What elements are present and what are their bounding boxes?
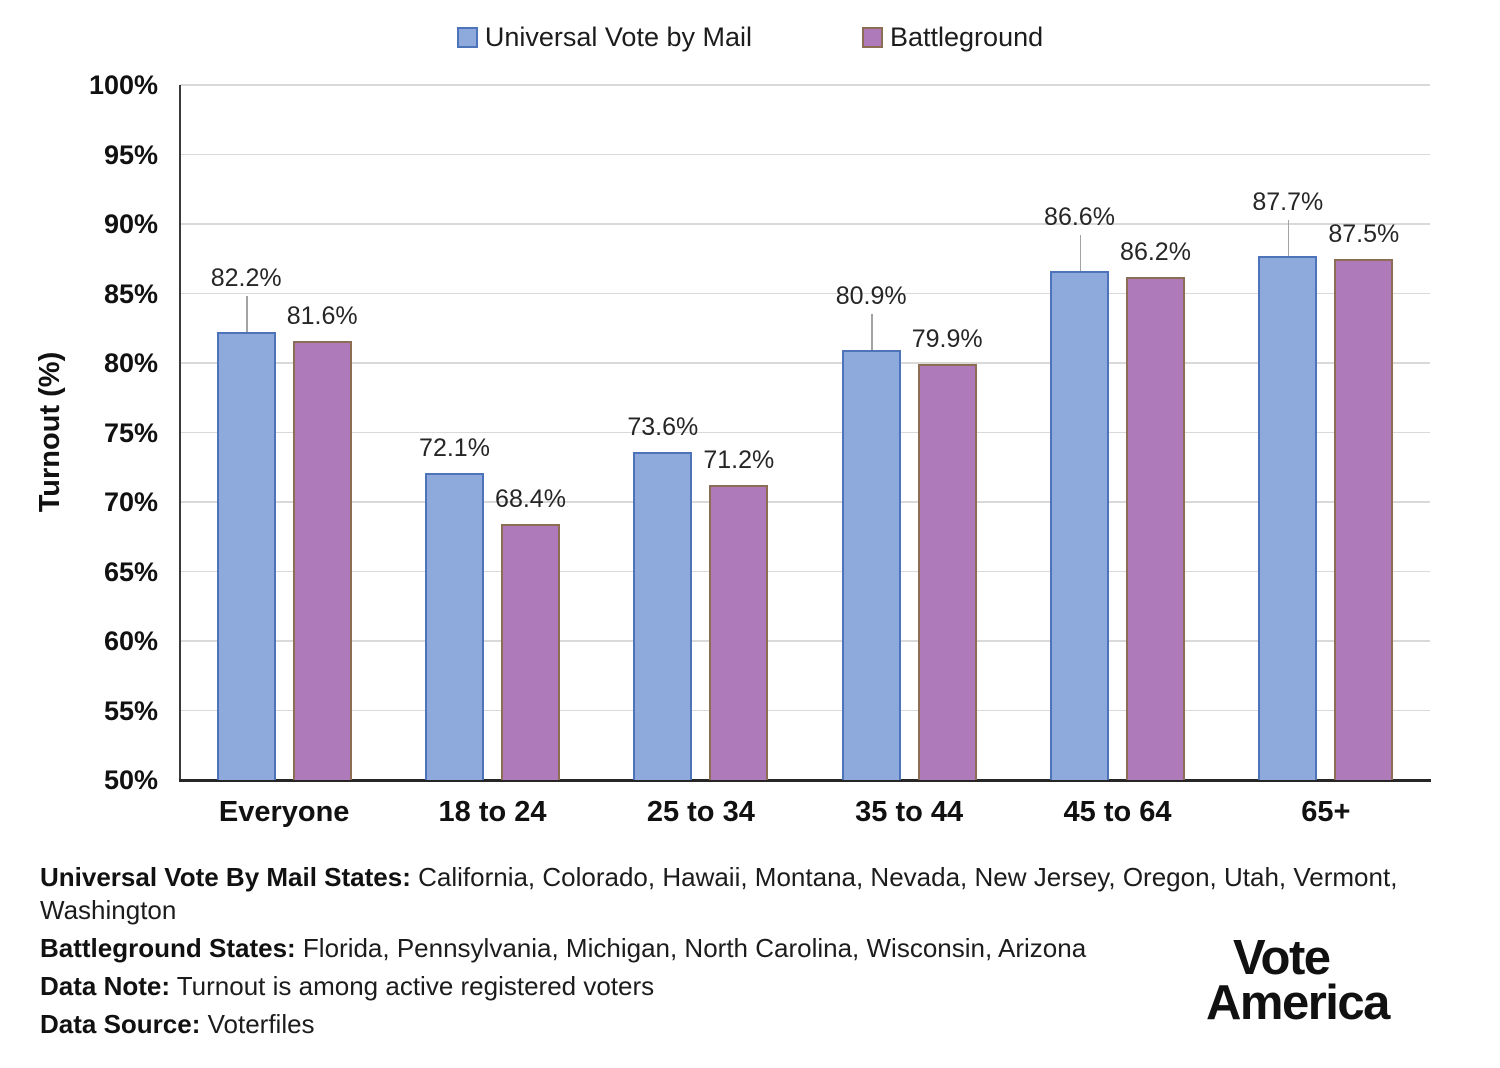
- bar-uvbm-65+: [1258, 255, 1318, 780]
- y-tick-label-100: 100%: [88, 70, 158, 100]
- x-category-label-45-to-64: 45 to 64: [1063, 796, 1172, 828]
- data-label: 79.9%: [911, 325, 983, 354]
- gridline-90: [180, 223, 1430, 225]
- gridline-75: [180, 431, 1430, 434]
- voteamerica-logo-line2: America: [1206, 976, 1390, 1030]
- y-tick-label-75: 75%: [103, 417, 158, 448]
- data-label: 82.2%: [210, 264, 282, 293]
- note-data-source: Data Source: Voterfiles: [40, 1008, 1452, 1041]
- legend-item-battleground: Battleground: [862, 22, 1043, 53]
- bar-uvbm-18-to-24: [425, 472, 484, 780]
- data-label: 72.1%: [419, 433, 490, 462]
- gridline-65: [180, 570, 1430, 573]
- data-label: 71.2%: [703, 446, 775, 475]
- gridline-85: [180, 292, 1430, 295]
- note-battleground-states-label: Battleground States:: [40, 933, 296, 963]
- legend-label-battleground: Battleground: [890, 22, 1044, 52]
- gridline-95: [180, 153, 1430, 156]
- note-battleground-states-text: Florida, Pennsylvania, Michigan, North C…: [295, 933, 1087, 963]
- y-tick-label-60: 60%: [103, 626, 158, 656]
- data-label: 80.9%: [835, 282, 907, 311]
- gridline-70: [180, 501, 1430, 503]
- note-data-note: Data Note: Turnout is among active regis…: [40, 970, 1452, 1003]
- note-data-note-label: Data Note:: [40, 971, 171, 1001]
- note-universal-states: Universal Vote By Mail States: Californi…: [40, 861, 1452, 927]
- y-axis-line: [179, 85, 181, 780]
- note-data-source-label: Data Source:: [40, 1009, 201, 1039]
- y-tick-label-50: 50%: [103, 765, 158, 795]
- bar-battleground-18-to-24: [501, 524, 560, 780]
- gridline-80: [180, 362, 1430, 364]
- bar-battleground-45-to-64: [1126, 276, 1185, 780]
- bar-uvbm-25-to-34: [633, 451, 693, 780]
- bar-uvbm-45-to-64: [1050, 271, 1109, 780]
- gridline-60: [180, 640, 1430, 642]
- legend-item-universal-vote-by-mail: Universal Vote by Mail: [456, 22, 752, 53]
- data-label: 86.2%: [1120, 237, 1191, 266]
- data-label: 87.5%: [1328, 219, 1400, 248]
- note-battleground-states: Battleground States: Florida, Pennsylvan…: [40, 932, 1452, 965]
- data-label: 73.6%: [627, 412, 699, 441]
- gridline-55: [180, 709, 1430, 712]
- data-label-leader-line: [1287, 219, 1290, 256]
- y-tick-label-85: 85%: [103, 278, 158, 309]
- bar-battleground-25-to-34: [709, 485, 769, 780]
- legend: Universal Vote by Mail Battleground: [0, 22, 1500, 53]
- x-axis-line: [179, 779, 1431, 782]
- note-data-note-text: Turnout is among active registered voter…: [170, 971, 655, 1001]
- bar-battleground-35-to-44: [917, 364, 977, 780]
- data-label-leader-line: [871, 314, 873, 351]
- legend-label-universal-vote-by-mail: Universal Vote by Mail: [484, 22, 752, 52]
- note-universal-states-text: California, Colorado, Hawaii, Montana, N…: [40, 862, 1398, 925]
- y-tick-label-70: 70%: [103, 487, 158, 517]
- y-tick-label-90: 90%: [103, 209, 158, 239]
- x-category-label-everyone: Everyone: [218, 796, 350, 828]
- data-label: 81.6%: [286, 301, 358, 330]
- data-label-leader-line: [246, 296, 248, 333]
- data-label: 86.6%: [1044, 203, 1115, 232]
- legend-swatch-universal-vote-by-mail: [456, 27, 478, 48]
- legend-swatch-battleground: [862, 27, 883, 48]
- data-label: 87.7%: [1252, 187, 1324, 216]
- x-category-label-35-to-44: 35 to 44: [855, 796, 964, 828]
- y-tick-label-95: 95%: [103, 139, 158, 170]
- x-category-label-65+: 65+: [1301, 796, 1351, 828]
- x-category-label-25-to-34: 25 to 34: [646, 796, 755, 828]
- note-universal-states-label: Universal Vote By Mail States:: [40, 862, 411, 892]
- footnotes: Universal Vote By Mail States: Californi…: [40, 861, 1452, 1046]
- note-data-source-text: Voterfiles: [200, 1009, 315, 1039]
- bar-battleground-65+: [1334, 258, 1394, 780]
- data-label: 68.4%: [495, 485, 566, 514]
- y-tick-label-55: 55%: [103, 695, 158, 726]
- data-label-leader-line: [1079, 235, 1081, 272]
- bar-battleground-everyone: [292, 340, 352, 780]
- y-tick-label-80: 80%: [103, 348, 158, 378]
- gridline-100: [180, 84, 1430, 86]
- voteamerica-logo-line1: Vote: [1233, 931, 1331, 985]
- bar-uvbm-35-to-44: [841, 350, 901, 780]
- x-category-label-18-to-24: 18 to 24: [438, 796, 547, 828]
- y-tick-label-65: 65%: [103, 556, 158, 587]
- voteamerica-logo: Vote America: [1206, 931, 1390, 1030]
- bar-uvbm-everyone: [216, 332, 276, 780]
